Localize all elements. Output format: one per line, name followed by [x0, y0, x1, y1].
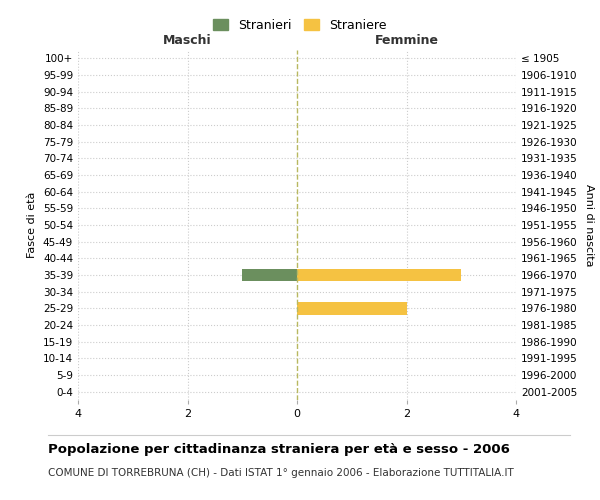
Text: Femmine: Femmine	[374, 34, 439, 46]
Bar	[242, 269, 297, 281]
Legend: Stranieri, Straniere: Stranieri, Straniere	[208, 14, 392, 37]
Bar	[297, 269, 461, 281]
Text: Popolazione per cittadinanza straniera per età e sesso - 2006: Popolazione per cittadinanza straniera p…	[48, 442, 510, 456]
Bar	[297, 302, 407, 314]
Y-axis label: Anni di nascita: Anni di nascita	[584, 184, 594, 266]
Y-axis label: Fasce di età: Fasce di età	[28, 192, 37, 258]
Text: Maschi: Maschi	[163, 34, 212, 46]
Text: COMUNE DI TORREBRUNA (CH) - Dati ISTAT 1° gennaio 2006 - Elaborazione TUTTITALIA: COMUNE DI TORREBRUNA (CH) - Dati ISTAT 1…	[48, 468, 514, 477]
